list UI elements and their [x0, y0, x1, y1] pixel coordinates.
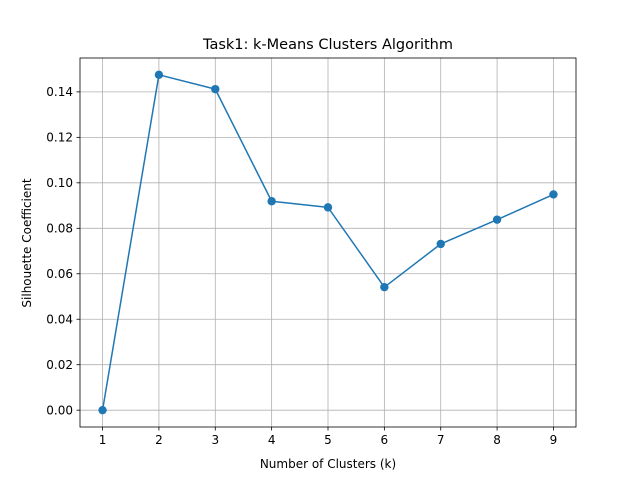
- data-point: [211, 84, 220, 94]
- x-tick-label: 2: [155, 433, 163, 447]
- x-tick-label: 1: [99, 433, 107, 447]
- y-tick-label: 0.14: [46, 85, 73, 99]
- chart-title: Task1: k-Means Clusters Algorithm: [202, 37, 453, 53]
- data-point: [323, 203, 333, 212]
- data-point: [98, 405, 107, 415]
- y-axis-label: Silhouette Coefficient: [20, 178, 34, 307]
- axes: 1 2 3 4 5 6 7 8 9 0.00 0.02 0.04 0.06 0.08 0.10 0.12 0.1…: [46, 57, 577, 447]
- y-tick-label: 0.10: [46, 176, 73, 190]
- y-tick-label: 0.00: [46, 403, 73, 417]
- data-point: [267, 197, 276, 206]
- x-axis-label: Number of Clusters (k): [260, 457, 396, 471]
- y-tick-label: 0.08: [46, 222, 73, 236]
- data-point: [380, 282, 389, 292]
- x-tick-label: 5: [324, 433, 332, 447]
- y-tick-label: 0.02: [46, 358, 73, 372]
- data-point: [492, 215, 502, 224]
- data-point: [154, 70, 164, 80]
- series-layer: [98, 70, 558, 415]
- data-point: [549, 190, 558, 199]
- data-point: [436, 239, 445, 249]
- x-tick-label: 9: [550, 433, 558, 447]
- y-tick-label: 0.04: [46, 313, 73, 327]
- y-tick-label: 0.06: [46, 267, 73, 281]
- plot-frame: [79, 57, 577, 428]
- y-tick-label: 0.12: [46, 131, 73, 145]
- x-tick-label: 6: [381, 433, 389, 447]
- grid-lines: [80, 58, 576, 427]
- x-tick-label: 7: [437, 433, 445, 447]
- x-tick-label: 8: [493, 433, 501, 447]
- x-tick-label: 4: [268, 433, 276, 447]
- x-tick-label: 3: [211, 433, 219, 447]
